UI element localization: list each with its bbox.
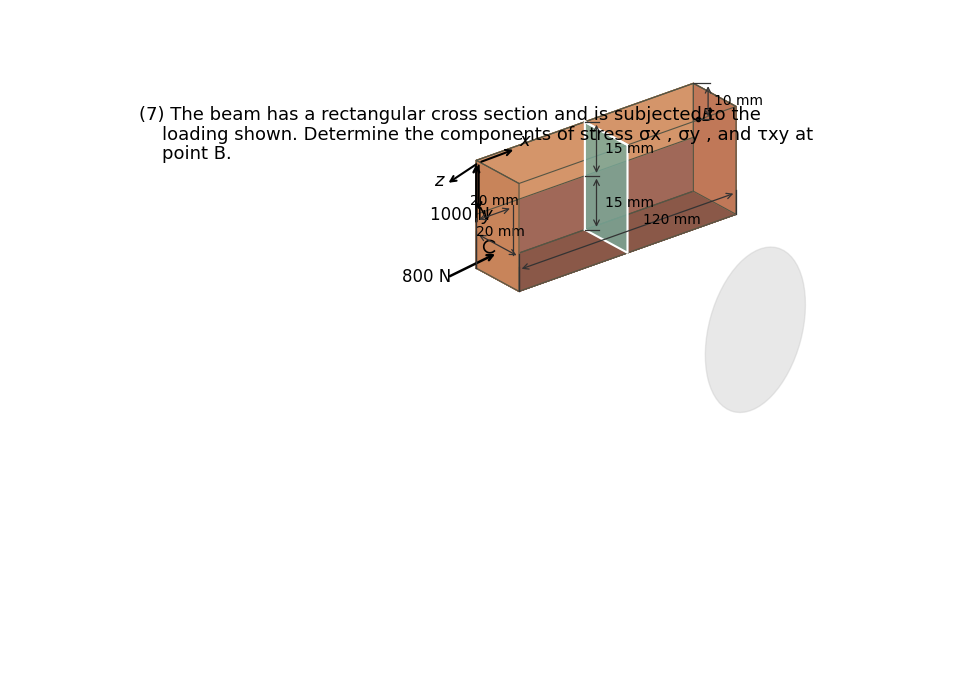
Text: B: B bbox=[701, 107, 713, 125]
Text: 20 mm: 20 mm bbox=[476, 225, 525, 239]
Polygon shape bbox=[693, 83, 736, 214]
Polygon shape bbox=[477, 83, 693, 268]
Text: x: x bbox=[519, 132, 529, 150]
Text: 1000 N: 1000 N bbox=[430, 207, 490, 224]
Polygon shape bbox=[477, 191, 736, 291]
Text: loading shown. Determine the components of stress σx , σy , and τxy at: loading shown. Determine the components … bbox=[139, 125, 813, 144]
Polygon shape bbox=[477, 191, 736, 291]
Text: z: z bbox=[433, 172, 443, 190]
Polygon shape bbox=[693, 83, 736, 214]
Text: (7) The beam has a rectangular cross section and is subjected to the: (7) The beam has a rectangular cross sec… bbox=[139, 106, 761, 125]
Polygon shape bbox=[477, 83, 736, 183]
Polygon shape bbox=[477, 83, 736, 183]
Text: 120 mm: 120 mm bbox=[643, 213, 701, 226]
Text: y: y bbox=[481, 207, 492, 224]
Text: 15 mm: 15 mm bbox=[605, 196, 654, 210]
Polygon shape bbox=[477, 160, 519, 291]
Text: 10 mm: 10 mm bbox=[714, 94, 763, 108]
Text: point B.: point B. bbox=[139, 145, 232, 163]
Polygon shape bbox=[585, 122, 627, 253]
Polygon shape bbox=[519, 160, 736, 291]
Text: 15 mm: 15 mm bbox=[605, 142, 654, 155]
Polygon shape bbox=[519, 106, 736, 291]
Text: 20 mm: 20 mm bbox=[470, 194, 519, 208]
Text: 800 N: 800 N bbox=[403, 268, 452, 286]
Polygon shape bbox=[477, 160, 519, 291]
Polygon shape bbox=[477, 137, 693, 268]
Polygon shape bbox=[477, 83, 693, 214]
Ellipse shape bbox=[705, 247, 806, 413]
